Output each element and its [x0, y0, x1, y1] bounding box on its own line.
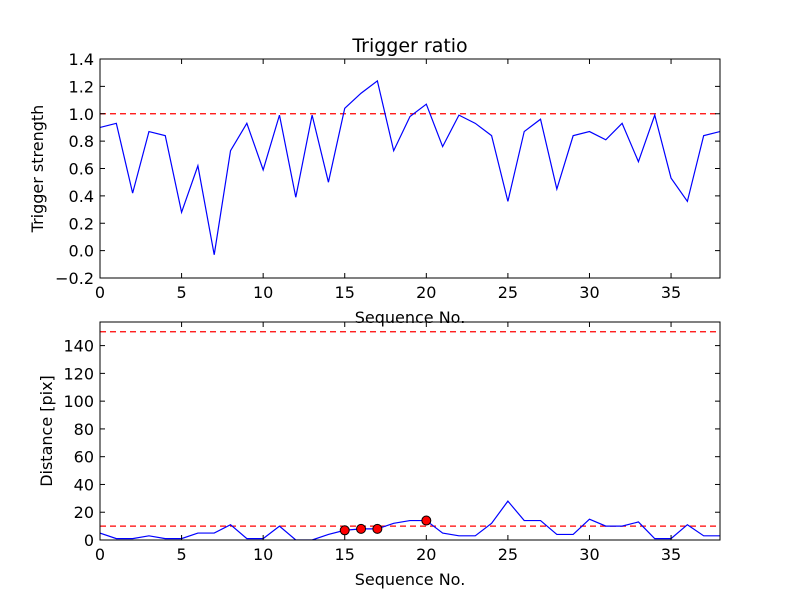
x-tick-label: 10: [253, 283, 273, 302]
y-tick-label: 80: [74, 420, 94, 439]
x-tick-label: 15: [335, 283, 355, 302]
y-tick-label: 40: [74, 475, 94, 494]
y-axis-label: Distance [pix]: [37, 375, 56, 487]
y-tick-label: 60: [74, 448, 94, 467]
x-tick-label: 25: [498, 545, 518, 564]
y-tick-label: 0.2: [69, 214, 94, 233]
data-point-marker: [372, 523, 383, 534]
x-tick-label: 20: [416, 545, 436, 564]
series-line-trigger-strength: [100, 79, 720, 255]
y-tick-label: 140: [63, 337, 94, 356]
x-tick-label: 10: [253, 545, 273, 564]
x-axis-label: Sequence No.: [355, 570, 466, 589]
y-tick-label: 120: [63, 364, 94, 383]
chart-title: Trigger ratio: [351, 35, 467, 57]
x-tick-label: 35: [661, 545, 681, 564]
plot-frame: [99, 321, 721, 541]
series-line-distance: [100, 500, 720, 540]
y-tick-label: −0.2: [55, 269, 94, 288]
y-tick-label: 0: [84, 531, 94, 550]
y-tick-label: 1.0: [69, 105, 94, 124]
plot-frame: [99, 58, 721, 279]
x-tick-label: 0: [95, 283, 105, 302]
x-tick-label: 0: [95, 545, 105, 564]
data-point-marker: [421, 515, 432, 526]
y-tick-label: 1.4: [69, 50, 94, 69]
x-tick-label: 20: [416, 283, 436, 302]
y-tick-label: 0.4: [69, 187, 94, 206]
x-tick-label: 15: [335, 545, 355, 564]
y-tick-label: 20: [74, 503, 94, 522]
y-axis-label: Trigger strength: [28, 105, 47, 234]
x-axis-label: Sequence No.: [355, 308, 466, 327]
x-tick-label: 5: [176, 545, 186, 564]
panel-2: 0 5 10 15 20 25 30 35 0 20 40 60 80 100 120 140 Sequence…: [37, 321, 721, 589]
x-tick-label: 35: [661, 283, 681, 302]
x-tick-label: 5: [176, 283, 186, 302]
x-tick-label: 30: [579, 545, 599, 564]
y-tick-label: 0.0: [69, 242, 94, 261]
x-tick-label: 25: [498, 283, 518, 302]
y-tick-label: 0.8: [69, 132, 94, 151]
y-tick-label: 1.2: [69, 77, 94, 96]
y-tick-label: 0.6: [69, 160, 94, 179]
y-tick-label: 100: [63, 392, 94, 411]
data-point-marker: [339, 525, 350, 536]
panel-1: 0 5 10 15 20 25 30 35 −0.2 0.0 0.2 0.4 0.6 0.8 1.0 1.2 1…: [28, 35, 721, 327]
data-point-marker: [356, 523, 367, 534]
x-tick-label: 30: [579, 283, 599, 302]
